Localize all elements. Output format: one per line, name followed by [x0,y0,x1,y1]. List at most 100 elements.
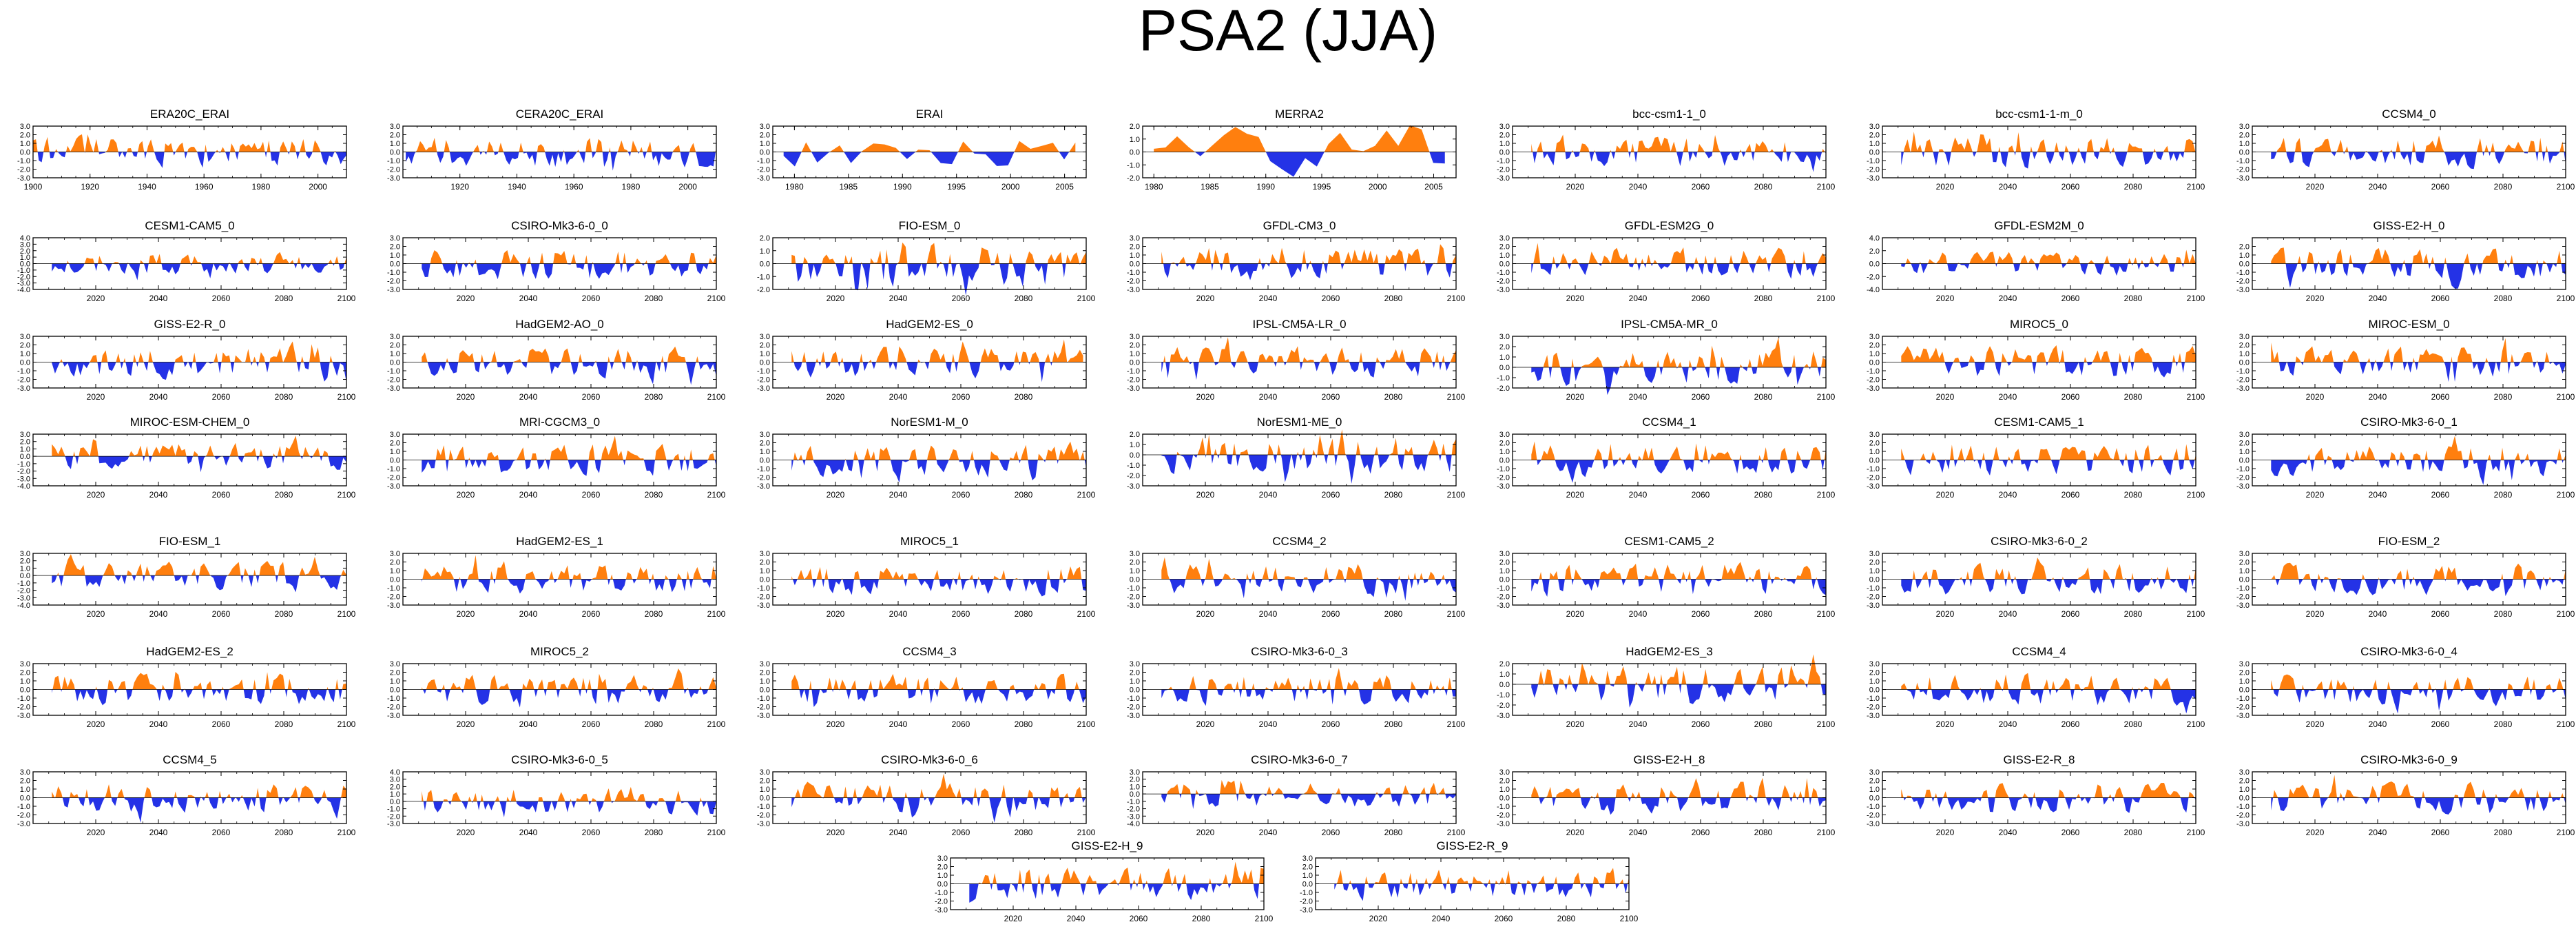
y-tick-label: -2.0 [1497,593,1510,602]
x-tick-label: 2040 [1259,392,1278,402]
y-tick-label: 0.0 [760,149,770,157]
x-tick-label: 2040 [889,392,908,402]
negative-area [792,579,1086,597]
y-tick-label: 1.0 [1869,677,1880,686]
x-tick-label: 1960 [565,182,583,192]
y-tick-label: -3.0 [1867,174,1880,183]
positive-area [33,134,336,152]
x-tick-label: 2020 [1196,490,1215,500]
x-tick-label: 2060 [582,609,601,619]
x-tick-label: 2060 [212,392,231,402]
x-tick-label: 2020 [87,294,105,303]
positive-area [2271,338,2550,362]
x-tick-label: 2040 [1067,914,1086,923]
y-tick-label: -3.0 [757,174,770,183]
x-tick-label: 2060 [2061,609,2080,619]
x-tick-label: 2080 [1015,719,1033,729]
y-tick-label: 1.0 [2239,252,2250,260]
y-tick-label: -3.0 [2236,712,2250,720]
y-tick-label: -1.0 [1127,161,1140,170]
y-tick-label: 3.0 [390,234,400,243]
x-tick-label: 2040 [1259,719,1278,729]
y-tick-label: 2.0 [1302,863,1313,872]
y-tick-label: 2.0 [20,342,30,350]
x-tick-label: 2100 [1817,719,1836,729]
x-tick-label: 2020 [1566,182,1585,192]
panel-GISS-E2-H_9: GISS-E2-H_9 3.02.01.00.0-1.0-2.0-3.0 2020 2… [935,839,1274,923]
panel-CESM1-CAM5_0: CESM1-CAM5_0 4.03.02.01.00.0-1.0-2.0-3.0-… [17,219,356,303]
x-tick-label: 2020 [1196,609,1215,619]
y-tick-label: -3.0 [2236,286,2250,294]
y-tick-label: 0.0 [20,359,30,367]
y-tick-label: -3.0 [387,174,400,183]
x-tick-label: 2080 [275,719,293,729]
y-tick-label: 3.0 [390,123,400,131]
x-tick-label: 2060 [582,490,601,500]
y-tick-label: -2.0 [387,812,400,821]
x-tick-label: 2060 [2061,182,2080,192]
y-tick-label: -1.0 [1867,465,1880,473]
y-tick-label: 0.0 [20,260,30,269]
x-tick-label: 2060 [2061,392,2080,402]
x-tick-label: 2040 [1629,294,1648,303]
y-tick-label: 0.0 [20,572,30,580]
x-tick-label: 2020 [457,392,475,402]
negative-area [1901,263,2184,276]
panel-title: CERA20C_ERAI [516,108,604,121]
y-tick-label: 2.0 [1130,123,1140,131]
y-tick-label: -2.0 [1127,278,1140,286]
negative-area [2271,460,2564,485]
x-tick-label: 2040 [889,294,908,303]
x-tick-label: 2100 [707,392,726,402]
y-tick-label: 1.0 [20,350,30,358]
y-tick-label: -1.0 [757,803,770,811]
positive-area [791,566,1082,580]
x-tick-label: 2060 [1692,392,1710,402]
y-tick-label: 3.0 [2239,660,2250,668]
y-tick-label: 3.0 [937,855,948,863]
negative-area [1161,689,1456,706]
x-tick-label: 2080 [1015,828,1033,837]
negative-area [52,263,345,280]
y-tick-label: 1.0 [1130,350,1140,358]
x-tick-label: 2060 [212,828,231,837]
x-tick-label: 2000 [1369,182,1387,192]
panel-title: MIROC5_1 [900,535,959,548]
x-tick-label: 2100 [2187,609,2205,619]
y-tick-label: 0.0 [1302,881,1313,889]
y-tick-label: -1.0 [1497,269,1510,277]
y-tick-label: 3.0 [1130,234,1140,243]
x-tick-label: 2100 [1447,294,1466,303]
x-tick-label: 2080 [2124,294,2143,303]
x-tick-label: 2040 [2369,182,2387,192]
x-tick-label: 2040 [1999,828,2017,837]
x-tick-label: 2100 [337,392,356,402]
y-tick-label: -2.0 [1300,898,1313,906]
y-tick-label: -2.0 [1127,472,1140,480]
x-tick-label: 2060 [2431,828,2450,837]
panel-title: MRI-CGCM3_0 [519,416,600,429]
x-tick-label: 2100 [1077,828,1096,837]
y-tick-label: -2.0 [387,278,400,286]
x-tick-label: 1985 [839,182,858,192]
negative-area [783,152,1070,167]
y-tick-label: -2.0 [387,166,400,174]
negative-area [423,801,716,818]
y-tick-label: 0.0 [2239,457,2250,465]
x-tick-label: 2020 [2306,490,2325,500]
panel-title: GISS-E2-R_0 [154,318,226,331]
x-tick-label: 2040 [2369,392,2387,402]
panel-CSIRO-Mk3-6-0_5: CSIRO-Mk3-6-0_5 4.03.02.01.00.0-1.0-2.0-3… [387,753,726,837]
y-tick-label: -1.0 [757,584,770,593]
x-tick-label: 2040 [2369,609,2387,619]
x-tick-label: 2040 [2369,719,2387,729]
x-tick-label: 2020 [1196,719,1215,729]
panel-title: NorESM1-M_0 [891,416,968,429]
y-tick-label: 0.0 [1499,364,1510,372]
x-tick-label: 2080 [1754,719,1773,729]
y-tick-label: 3.0 [20,768,30,777]
x-tick-label: 2100 [1447,392,1466,402]
panel-HadGEM2-ES_3: HadGEM2-ES_3 2.0 1.0 0.0 -1.0 -2.0 -3.0 2020 204… [1497,645,1836,729]
positive-area [1903,132,2196,152]
